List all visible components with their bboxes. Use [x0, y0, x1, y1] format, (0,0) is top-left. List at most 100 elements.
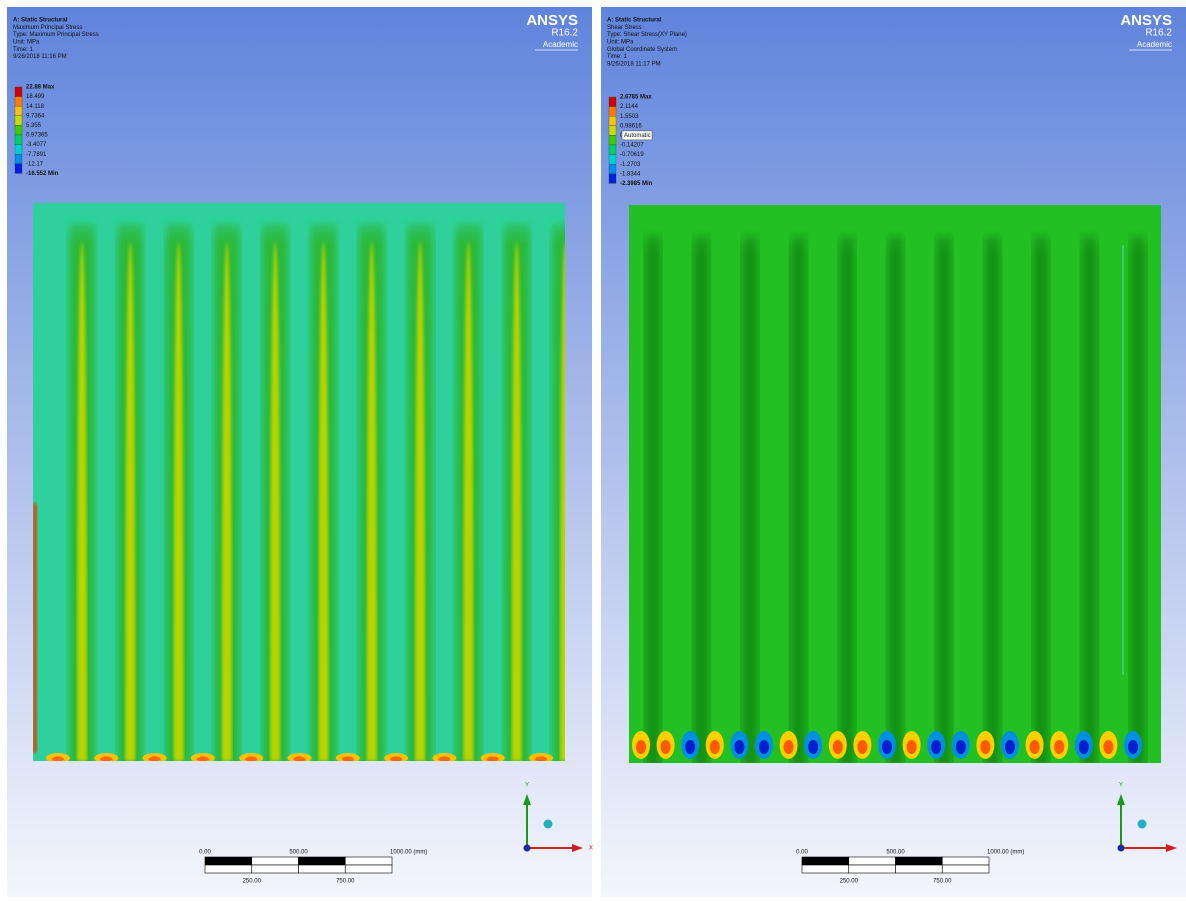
scale-segment — [298, 864, 346, 874]
stripe-core — [511, 241, 522, 761]
legend-label: 1.5503 — [620, 114, 639, 120]
stripe-core — [125, 241, 136, 761]
stripe-core — [221, 241, 232, 761]
scale-label: 1000.00 (mm) — [987, 850, 1024, 856]
scale-label: 500.00 — [886, 850, 905, 856]
scale-segment — [941, 864, 990, 874]
legend-label: -0.14207 — [620, 143, 644, 149]
legend-label: -0.70619 — [620, 152, 644, 158]
bottom-hot-core — [245, 756, 258, 761]
stripe-dark — [984, 235, 1001, 763]
bottom-blob-core — [1029, 740, 1040, 754]
bottom-blob-core — [808, 740, 819, 754]
tooltip-box — [621, 130, 653, 141]
bottom-hot-core — [341, 756, 354, 761]
bottom-blob-core — [1128, 740, 1138, 754]
scale-segment — [204, 864, 253, 874]
tooltip: Automatic — [624, 133, 651, 139]
triad-x-head — [572, 844, 583, 852]
bottom-blob-core — [734, 740, 745, 754]
scale-segment — [895, 864, 943, 874]
legend-swatch — [14, 144, 23, 155]
scale-label: 250.00 — [243, 879, 262, 885]
bottom-blob-core — [955, 740, 966, 754]
legend-label: 5.355 — [26, 123, 42, 129]
axis-label: Y — [1119, 783, 1123, 789]
edition: Academic — [543, 40, 578, 49]
legend-swatch — [14, 154, 23, 164]
bottom-blob-core — [882, 740, 892, 754]
header-line: Unit: MPa — [13, 39, 40, 45]
scale-label: 500.00 — [289, 850, 308, 856]
bottom-blob-core — [1054, 740, 1065, 754]
header-line: Shear Stress — [607, 25, 642, 31]
scale-segment — [251, 864, 299, 874]
legend-swatch — [608, 106, 617, 117]
stripe-dark — [1130, 235, 1146, 763]
triad-origin — [523, 844, 531, 852]
header-line: Type: Shear Stress(XY Plane) — [607, 32, 687, 38]
legend-label: -16.552 Min — [26, 171, 59, 177]
stripe-core — [560, 241, 565, 761]
bottom-blob-core — [783, 740, 794, 754]
legend-swatch — [608, 116, 617, 126]
stripe-core — [415, 241, 426, 761]
legend-swatch — [14, 106, 23, 116]
scale-segment — [801, 856, 850, 866]
bottom-blob-core — [636, 740, 646, 754]
header-line: Type: Maximum Principal Stress — [13, 32, 99, 38]
stripe-dark — [1081, 235, 1098, 763]
bottom-hot-core — [196, 756, 209, 761]
bottom-hot-core — [390, 756, 403, 761]
bottom-blob-core — [685, 740, 696, 754]
triad-sphere — [1137, 819, 1147, 829]
legend-label: -2.3985 Min — [620, 181, 653, 187]
stripe-dark — [839, 235, 855, 763]
legend-swatch — [608, 135, 617, 146]
legend-label: -7.7891 — [26, 152, 47, 158]
bottom-blob-core — [1103, 740, 1114, 754]
plot-base — [33, 203, 565, 761]
header-line: 9/26/2018 11:16 PM — [13, 54, 67, 60]
legend-swatch — [608, 173, 617, 184]
scale-label: 750.00 — [933, 879, 952, 885]
scale-segment — [801, 864, 850, 874]
legend-swatch — [608, 164, 617, 174]
scale-segment — [298, 856, 346, 866]
header-line: 9/26/2018 11:17 PM — [607, 61, 661, 67]
bottom-blob-core — [906, 740, 917, 754]
legend-swatch — [14, 134, 23, 145]
legend-swatch — [14, 96, 23, 107]
axis-label: X — [589, 846, 593, 852]
bottom-blob-core — [832, 740, 843, 754]
scale-label: 1000.00 (mm) — [390, 850, 427, 856]
bottom-blob-core — [980, 740, 991, 754]
header-line: Maximum Principal Stress — [13, 25, 82, 31]
triad-origin — [1117, 844, 1125, 852]
top-fade — [33, 203, 565, 243]
triad-y-head — [1117, 794, 1125, 805]
scale-segment — [344, 864, 393, 874]
stripe-dark — [645, 235, 661, 763]
left-edge — [33, 503, 37, 753]
bottom-hot-core — [438, 756, 451, 761]
legend-label: 22.88 Max — [26, 85, 55, 91]
legend-label: 14.118 — [26, 104, 45, 110]
version: R16.2 — [551, 28, 578, 39]
legend-label: -3.4077 — [26, 142, 47, 148]
version: R16.2 — [1145, 28, 1172, 39]
top-fade — [629, 205, 1161, 255]
bottom-hot-core — [486, 756, 499, 761]
scale-segment — [941, 856, 990, 866]
header-line: A: Static Structural — [13, 18, 68, 24]
bottom-hot-core — [100, 756, 113, 761]
stripe-dark — [693, 235, 710, 763]
scale-segment — [848, 864, 896, 874]
scale-label: 250.00 — [840, 879, 859, 885]
bottom-blob-core — [931, 740, 942, 754]
bottom-hot-core — [293, 756, 306, 761]
legend-label: 0.97365 — [26, 133, 48, 139]
stripe-dark — [887, 235, 904, 763]
